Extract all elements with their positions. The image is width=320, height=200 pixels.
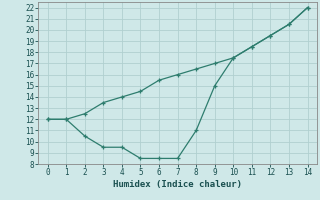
X-axis label: Humidex (Indice chaleur): Humidex (Indice chaleur) xyxy=(113,180,242,189)
